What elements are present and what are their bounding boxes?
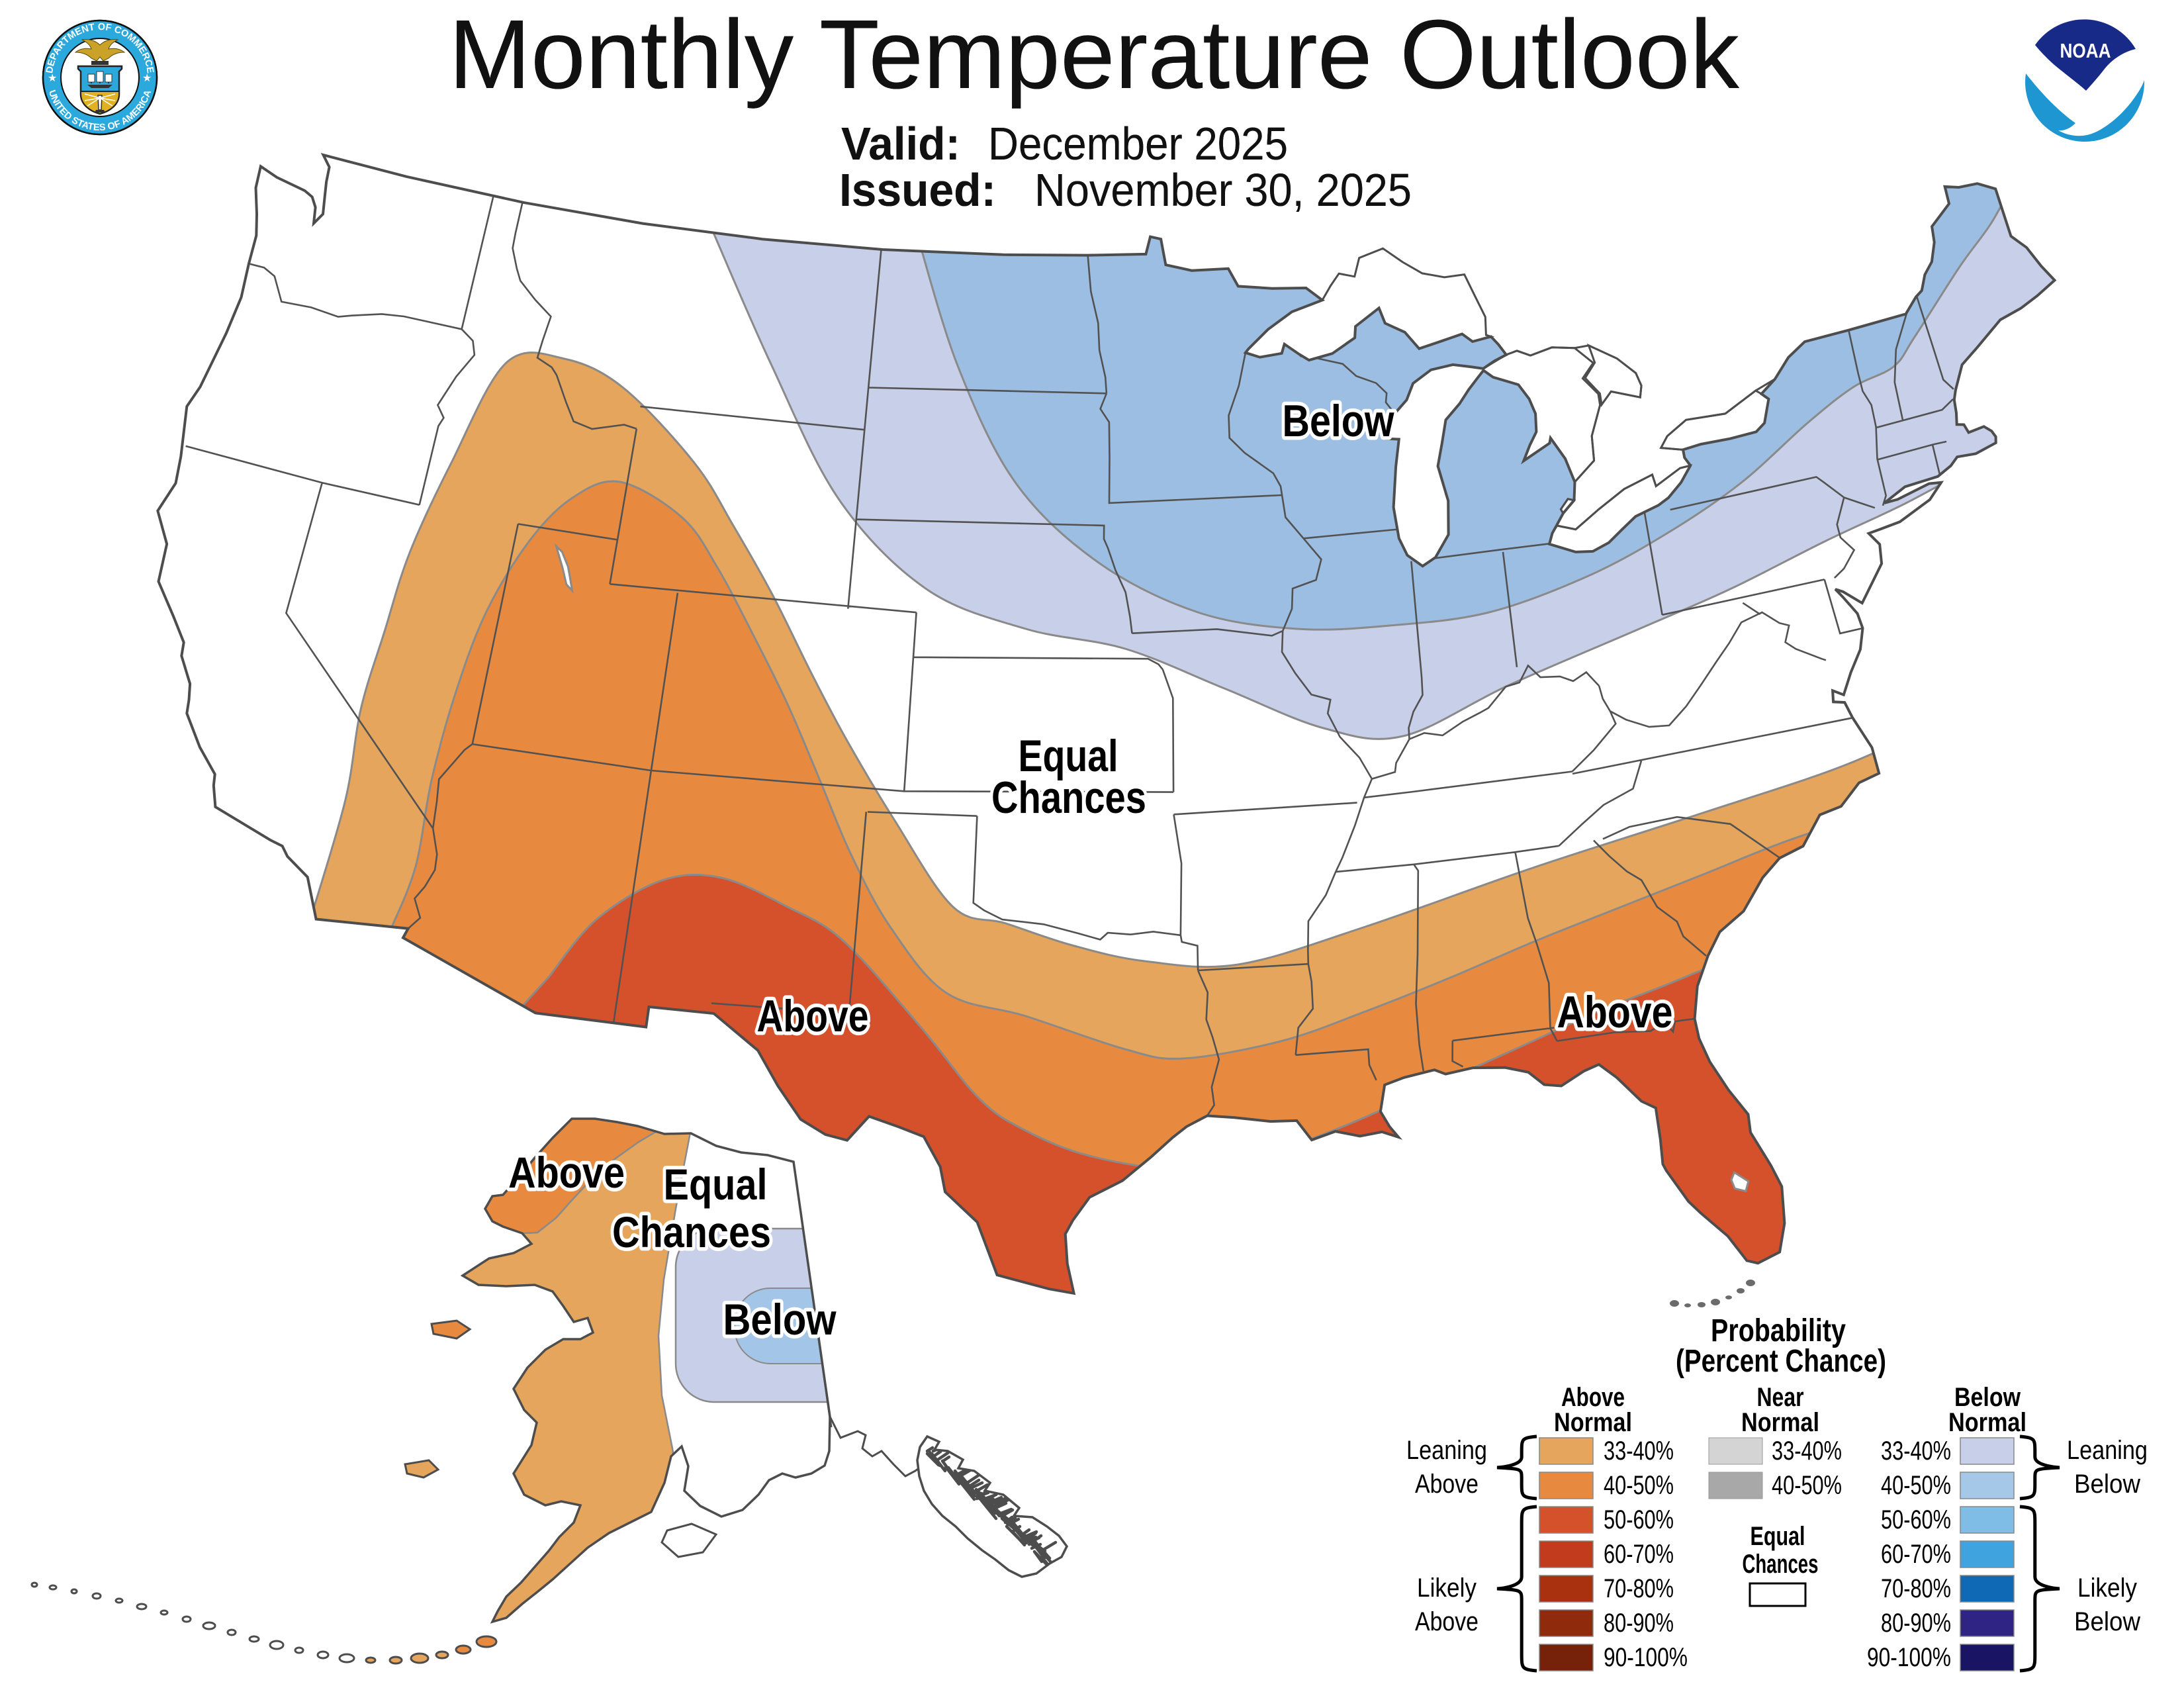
- svg-text:Below: Below: [723, 1295, 837, 1344]
- svg-text:90-100%: 90-100%: [1867, 1643, 1951, 1672]
- svg-text:70-80%: 70-80%: [1604, 1574, 1674, 1603]
- svg-text:December 2025: December 2025: [988, 118, 1288, 169]
- svg-text:Above: Above: [1415, 1470, 1479, 1499]
- svg-text:Chances: Chances: [1743, 1550, 1819, 1579]
- svg-text:50-60%: 50-60%: [1604, 1505, 1674, 1534]
- svg-text:50-60%: 50-60%: [1881, 1505, 1951, 1534]
- svg-text:Chances: Chances: [612, 1207, 771, 1256]
- svg-text:Above: Above: [1557, 987, 1673, 1037]
- svg-text:December 2025: December 2025: [988, 118, 1288, 169]
- svg-text:Valid:: Valid:: [841, 118, 960, 169]
- svg-text:40-50%: 40-50%: [1604, 1471, 1674, 1500]
- svg-text:Equal: Equal: [664, 1160, 768, 1209]
- svg-text:33-40%: 33-40%: [1881, 1436, 1951, 1466]
- svg-text:70-80%: 70-80%: [1881, 1574, 1951, 1603]
- svg-text:Above: Above: [1561, 1383, 1625, 1412]
- svg-text:Issued:: Issued:: [839, 164, 996, 216]
- svg-text:60-70%: 60-70%: [1881, 1540, 1951, 1569]
- svg-text:Probability: Probability: [1711, 1313, 1846, 1348]
- svg-text:Issued:: Issued:: [839, 164, 996, 216]
- svg-text:Likely: Likely: [1417, 1573, 1477, 1603]
- svg-text:November 30, 2025: November 30, 2025: [1034, 164, 1412, 216]
- svg-text:Equal: Equal: [1751, 1522, 1805, 1551]
- svg-text:November 30, 2025: November 30, 2025: [1034, 164, 1412, 216]
- svg-text:33-40%: 33-40%: [1772, 1436, 1842, 1466]
- svg-text:Normal: Normal: [1741, 1408, 1819, 1437]
- svg-text:90-100%: 90-100%: [1604, 1643, 1688, 1672]
- svg-text:Below: Below: [1283, 396, 1395, 446]
- svg-text:Normal: Normal: [1554, 1408, 1632, 1437]
- svg-text:80-90%: 80-90%: [1604, 1609, 1674, 1638]
- svg-text:Valid:: Valid:: [841, 118, 960, 169]
- svg-text:Below: Below: [1954, 1383, 2021, 1412]
- svg-text:40-50%: 40-50%: [1772, 1471, 1842, 1500]
- svg-text:40-50%: 40-50%: [1881, 1471, 1951, 1500]
- svg-text:Monthly Temperature Outlook: Monthly Temperature Outlook: [449, 0, 1740, 109]
- svg-text:Equal: Equal: [1019, 731, 1118, 781]
- svg-text:80-90%: 80-90%: [1881, 1609, 1951, 1638]
- svg-text:Below: Below: [2074, 1607, 2140, 1636]
- svg-text:Leaning: Leaning: [2067, 1436, 2148, 1465]
- svg-text:Leaning: Leaning: [1406, 1436, 1487, 1465]
- svg-text:(Percent Chance): (Percent Chance): [1676, 1344, 1886, 1379]
- svg-text:Likely: Likely: [2077, 1573, 2137, 1603]
- svg-text:★: ★: [142, 73, 152, 84]
- svg-text:NOAA: NOAA: [2060, 39, 2111, 62]
- svg-text:Near: Near: [1757, 1383, 1804, 1412]
- svg-text:33-40%: 33-40%: [1604, 1436, 1674, 1466]
- svg-text:Below: Below: [2074, 1470, 2140, 1499]
- svg-text:Above: Above: [1415, 1607, 1479, 1636]
- svg-text:60-70%: 60-70%: [1604, 1540, 1674, 1569]
- svg-text:★: ★: [48, 73, 57, 84]
- svg-text:Above: Above: [757, 991, 869, 1041]
- svg-text:Normal: Normal: [1948, 1408, 2026, 1437]
- svg-text:Monthly Temperature Outlook: Monthly Temperature Outlook: [449, 0, 1740, 109]
- svg-text:Above: Above: [508, 1148, 625, 1197]
- svg-text:Chances: Chances: [991, 773, 1146, 823]
